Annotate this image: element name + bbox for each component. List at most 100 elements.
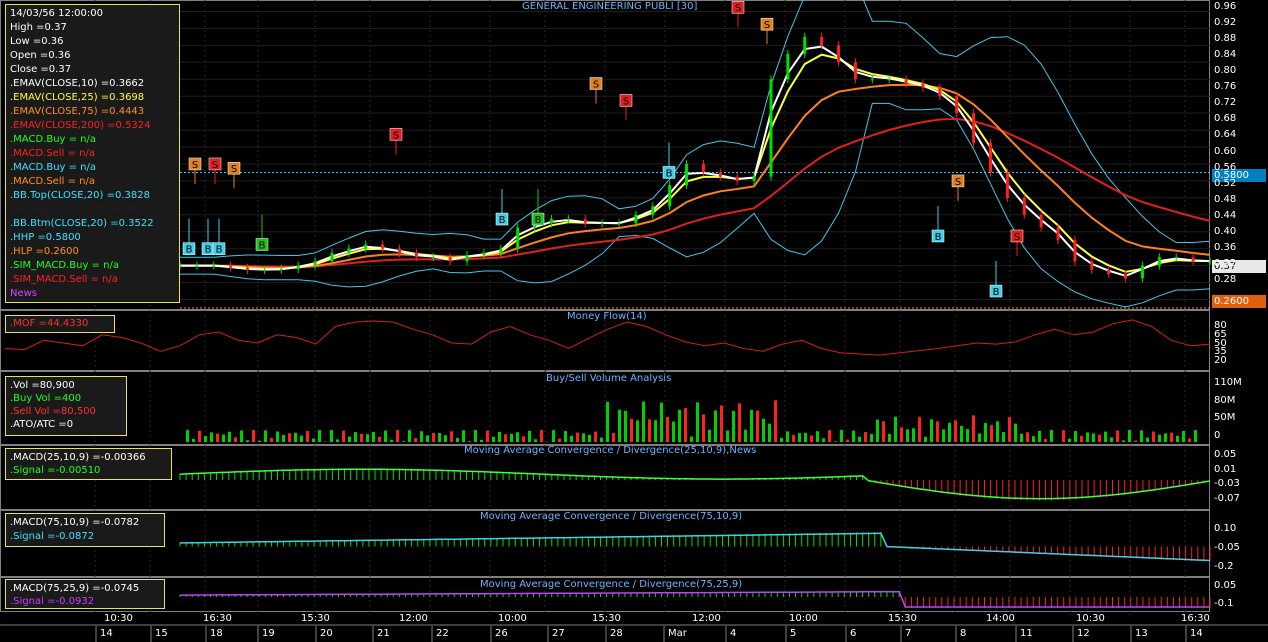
signal-marker [208, 157, 222, 171]
info-indicator-line: .HHP =0.5800 [10, 232, 81, 243]
volume-bar [1110, 437, 1113, 442]
volume-bar [630, 418, 633, 442]
volume-bar [804, 432, 807, 442]
volume-bar [1140, 430, 1143, 442]
candle [904, 79, 908, 84]
volume-bar [432, 432, 435, 442]
candle [313, 261, 317, 266]
volume-bar [828, 430, 831, 442]
macd2-axis-label: -0.2 [1214, 561, 1234, 572]
mfi-info-box: .MOF =44.4330 [5, 315, 115, 333]
volume-bar [672, 421, 675, 442]
candle [685, 163, 689, 186]
time-axis-label: 15:30 [592, 613, 621, 624]
signal-marker [619, 94, 633, 107]
volume-bar [750, 410, 753, 442]
volume-bar [756, 410, 759, 442]
candle [1090, 261, 1094, 270]
macd1-axis-label: -0.03 [1214, 478, 1240, 490]
volume-bar [636, 420, 639, 442]
volume-bar [786, 431, 789, 442]
candle [786, 53, 790, 80]
ema25-line [180, 53, 1211, 273]
volume-bar [918, 416, 921, 442]
price-axis-label: 0.88 [1214, 33, 1237, 45]
signal-marker [188, 157, 202, 171]
macd2-axis-label: -0.05 [1214, 542, 1240, 553]
volume-bar [924, 436, 927, 442]
info-indicator-line: .MACD.Buy = n/a [10, 134, 97, 145]
volume-bar [990, 425, 993, 442]
volume-bar [492, 436, 495, 442]
signal-label: S [735, 3, 741, 14]
volume-bar [792, 435, 795, 442]
volume-bar [234, 437, 237, 442]
candle [1124, 274, 1128, 279]
candle [431, 257, 435, 259]
candle [853, 62, 857, 80]
volume-bar [564, 431, 567, 442]
price-axis-label: 0.36 [1214, 241, 1237, 253]
date-axis-label: 22 [436, 628, 449, 639]
time-axis-label: 16:30 [203, 613, 232, 624]
volume-bar [318, 430, 321, 442]
candle [212, 265, 216, 267]
candle [921, 83, 925, 88]
time-axis-label: 16:30 [1181, 613, 1210, 624]
volume-bar [966, 429, 969, 442]
volume-bar [270, 437, 273, 442]
volume-bar [396, 430, 399, 442]
candle [972, 113, 976, 143]
macd2-signal-line [180, 532, 1211, 562]
volume-bar [1032, 436, 1035, 442]
volume-bar [510, 433, 513, 442]
volume-bar [1164, 433, 1167, 442]
volume-bar [648, 419, 651, 442]
price-info-box: 14/03/56 12:00:00 High =0.37 Low =0.36 O… [5, 4, 180, 303]
volume-bar [330, 430, 333, 442]
volume-bar [1038, 430, 1041, 442]
volume-bar [864, 432, 867, 442]
time-axis-label: 14:00 [986, 613, 1015, 624]
volume-bar [684, 408, 687, 442]
candle [1005, 172, 1009, 198]
info-high: High =0.37 [10, 22, 67, 33]
volume-bar [654, 420, 657, 442]
volume-bar [300, 435, 303, 442]
macd1-info-box: .MACD(25,10,9) =-0.00366 .Signal =-0.005… [5, 448, 172, 480]
volume-bar [840, 430, 843, 442]
volume-bar [366, 434, 369, 442]
mfi-axis-label: 50 [1214, 337, 1227, 349]
signal-label: B [259, 240, 266, 251]
candle [465, 255, 469, 262]
candle [195, 265, 199, 267]
volume-bar [420, 431, 423, 442]
date-axis-label: 8 [960, 628, 967, 639]
candle [549, 219, 553, 224]
volume-bar [1014, 423, 1017, 442]
volume-bar [858, 436, 861, 442]
volume-bar [600, 437, 603, 442]
volume-bar [696, 402, 699, 442]
price-axis-label: 0.40 [1214, 225, 1237, 237]
mfi-axis-label: 20 [1214, 355, 1227, 366]
price-axis-label: 0.64 [1214, 129, 1237, 141]
volume-bar [354, 432, 357, 442]
volume-bar [882, 421, 885, 442]
volume-bar [522, 436, 525, 442]
volume-bar [876, 419, 879, 442]
signal-label: S [764, 20, 770, 31]
candle [701, 163, 705, 173]
signal-label: S [192, 160, 198, 171]
volume-bar [816, 431, 819, 442]
info-indicator-line: .BB.Top(CLOSE,20) =0.3828 [10, 190, 150, 201]
signal-marker [662, 166, 676, 179]
date-axis-label: 26 [495, 628, 508, 639]
candle [1174, 257, 1178, 259]
volume-bar [1188, 438, 1191, 442]
mfi-axis-label: 35 [1214, 346, 1227, 358]
price-axis-label: 0.92 [1214, 17, 1237, 29]
signal-marker [589, 77, 603, 90]
candle [533, 223, 537, 228]
volume-bar [1086, 432, 1089, 442]
